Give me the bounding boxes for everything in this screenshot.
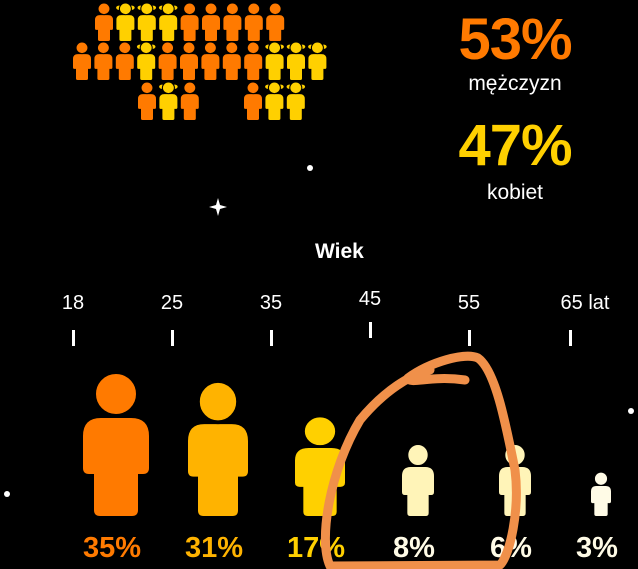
man-icon — [266, 2, 285, 41]
annotation-stroke — [320, 351, 521, 569]
age-tick — [72, 330, 75, 346]
age-group-figure — [591, 471, 611, 516]
age-tick — [569, 330, 572, 346]
age-tick-label: 55 — [457, 292, 481, 314]
man-icon — [202, 2, 220, 41]
age-group-figure — [188, 379, 248, 516]
women-percent: 47% — [458, 113, 572, 178]
woman-icon — [137, 2, 157, 41]
man-icon — [115, 41, 134, 80]
man-icon — [180, 41, 198, 80]
star-dot — [628, 408, 634, 414]
woman-icon — [136, 41, 156, 80]
age-tick-label: 45 — [358, 288, 382, 310]
woman-icon — [265, 41, 284, 80]
age-group-percent: 35% — [82, 532, 142, 564]
age-group-percent: 31% — [184, 532, 244, 564]
man-icon — [73, 41, 91, 80]
age-tick — [171, 330, 174, 346]
man-icon — [138, 81, 156, 120]
man-icon — [223, 2, 242, 41]
age-tick-label: 35 — [259, 292, 283, 314]
star-dot — [4, 491, 10, 497]
woman-icon — [286, 41, 306, 80]
age-tick-label: 65 lat — [560, 292, 610, 314]
man-icon — [95, 2, 113, 41]
age-group-percent: 8% — [393, 532, 435, 564]
age-tick — [270, 330, 273, 346]
man-icon — [158, 41, 177, 80]
man-icon — [244, 2, 263, 41]
age-tick — [369, 322, 372, 338]
age-tick — [468, 330, 471, 346]
man-icon — [201, 41, 220, 80]
age-group-figure — [83, 370, 149, 516]
woman-icon — [159, 81, 178, 120]
men-label: mężczyzn — [468, 72, 562, 95]
women-label: kobiet — [486, 181, 544, 204]
sparkle-icon — [209, 198, 227, 216]
age-group-figure — [402, 443, 434, 516]
woman-icon — [116, 2, 135, 41]
age-tick-label: 18 — [61, 292, 85, 314]
woman-icon — [308, 41, 327, 80]
man-icon — [180, 81, 199, 120]
man-icon — [244, 41, 263, 80]
age-group-percent: 17% — [286, 532, 346, 564]
woman-icon — [286, 81, 306, 120]
star-dot — [307, 165, 313, 171]
age-title: Wiek — [315, 240, 364, 263]
age-tick-label: 25 — [160, 292, 184, 314]
man-icon — [180, 2, 199, 41]
age-group-percent: 3% — [576, 532, 618, 564]
man-icon — [94, 41, 113, 80]
man-icon — [244, 81, 262, 120]
men-percent: 53% — [458, 7, 572, 72]
woman-icon — [265, 81, 284, 120]
man-icon — [222, 41, 241, 80]
woman-icon — [158, 2, 178, 41]
